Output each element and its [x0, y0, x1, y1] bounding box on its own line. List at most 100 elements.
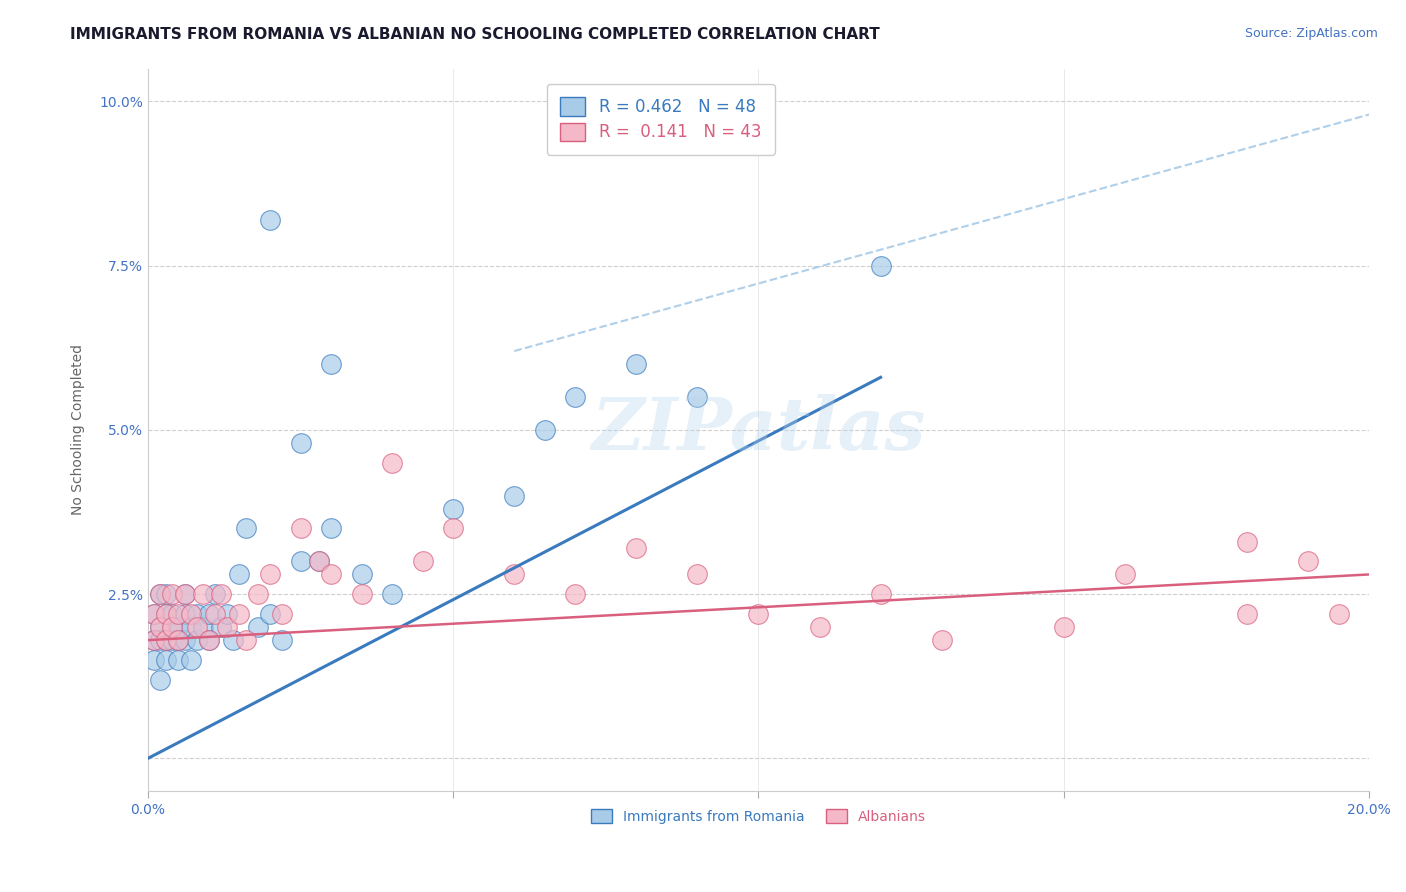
Point [162, 633, 184, 648]
Point [149, 620, 172, 634]
Point [319, 567, 342, 582]
Point [1236, 534, 1258, 549]
Point [162, 587, 184, 601]
Point [143, 607, 166, 621]
Point [626, 357, 648, 371]
Point [381, 587, 404, 601]
Point [1114, 567, 1136, 582]
Text: Source: ZipAtlas.com: Source: ZipAtlas.com [1244, 27, 1378, 40]
Point [271, 607, 294, 621]
Point [1236, 607, 1258, 621]
Point [167, 620, 190, 634]
Point [143, 633, 166, 648]
Point [209, 620, 232, 634]
Text: IMMIGRANTS FROM ROMANIA VS ALBANIAN NO SCHOOLING COMPLETED CORRELATION CHART: IMMIGRANTS FROM ROMANIA VS ALBANIAN NO S… [70, 27, 880, 42]
Point [1053, 620, 1076, 634]
Point [186, 620, 208, 634]
Point [319, 357, 342, 371]
Point [167, 633, 190, 648]
Point [228, 567, 250, 582]
Point [869, 587, 891, 601]
Point [626, 541, 648, 556]
Point [222, 633, 245, 648]
Point [564, 587, 586, 601]
Point [686, 390, 709, 404]
Point [149, 633, 172, 648]
Point [931, 633, 953, 648]
Point [167, 653, 190, 667]
Point [149, 673, 172, 687]
Point [162, 620, 184, 634]
Point [149, 620, 172, 634]
Point [180, 653, 202, 667]
Point [319, 521, 342, 535]
Point [1296, 554, 1319, 568]
Legend: Immigrants from Romania, Albanians: Immigrants from Romania, Albanians [581, 797, 936, 835]
Point [204, 587, 226, 601]
Point [869, 259, 891, 273]
Point [198, 633, 221, 648]
Point [209, 587, 232, 601]
Point [228, 607, 250, 621]
Point [259, 212, 281, 227]
Point [686, 567, 709, 582]
Point [290, 521, 312, 535]
Point [180, 607, 202, 621]
Point [747, 607, 769, 621]
Point [173, 607, 195, 621]
Point [564, 390, 586, 404]
Point [155, 653, 177, 667]
Point [155, 633, 177, 648]
Point [1327, 607, 1350, 621]
Point [441, 501, 464, 516]
Point [186, 607, 208, 621]
Point [162, 620, 184, 634]
Point [191, 587, 214, 601]
Point [246, 620, 269, 634]
Point [308, 554, 330, 568]
Point [173, 587, 195, 601]
Point [350, 567, 373, 582]
Point [259, 567, 281, 582]
Point [167, 607, 190, 621]
Point [155, 607, 177, 621]
Point [155, 607, 177, 621]
Point [155, 587, 177, 601]
Point [186, 633, 208, 648]
Point [191, 620, 214, 634]
Point [350, 587, 373, 601]
Point [533, 423, 555, 437]
Point [235, 633, 257, 648]
Text: ZIPatlas: ZIPatlas [592, 394, 925, 466]
Point [180, 620, 202, 634]
Point [217, 620, 239, 634]
Point [155, 633, 177, 648]
Point [204, 607, 226, 621]
Point [246, 587, 269, 601]
Point [173, 587, 195, 601]
Point [143, 653, 166, 667]
Point [290, 436, 312, 450]
Point [149, 587, 172, 601]
Point [198, 607, 221, 621]
Point [198, 633, 221, 648]
Point [149, 587, 172, 601]
Point [412, 554, 434, 568]
Point [808, 620, 831, 634]
Point [503, 489, 526, 503]
Point [217, 607, 239, 621]
Point [235, 521, 257, 535]
Point [381, 456, 404, 470]
Point [503, 567, 526, 582]
Y-axis label: No Schooling Completed: No Schooling Completed [72, 344, 86, 516]
Point [290, 554, 312, 568]
Point [162, 607, 184, 621]
Point [173, 633, 195, 648]
Point [143, 633, 166, 648]
Point [271, 633, 294, 648]
Point [441, 521, 464, 535]
Point [143, 607, 166, 621]
Point [259, 607, 281, 621]
Point [167, 633, 190, 648]
Point [308, 554, 330, 568]
